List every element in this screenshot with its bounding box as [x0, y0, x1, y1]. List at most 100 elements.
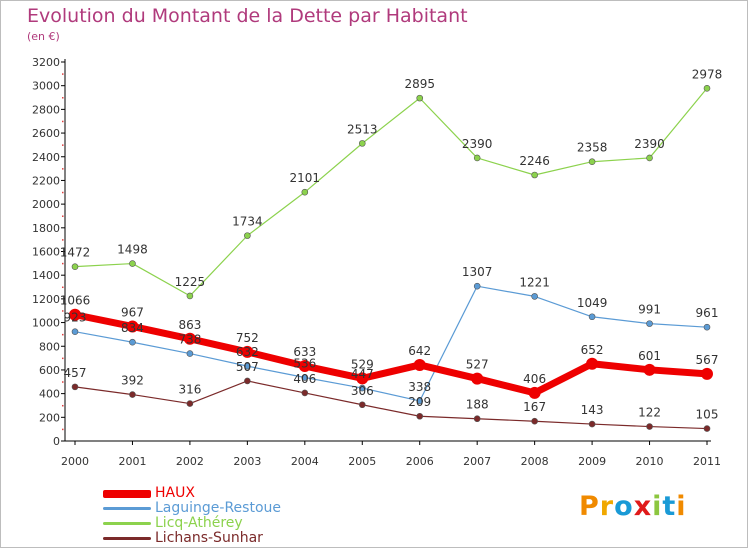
data-point	[531, 293, 538, 300]
data-point	[586, 357, 599, 370]
y-tick-label: 0	[53, 435, 60, 448]
legend-item: Licq-Athérey	[103, 516, 281, 531]
legend-item: Laguinge-Restoue	[103, 501, 281, 516]
data-label: 507	[236, 360, 259, 374]
logo-letter: i	[652, 491, 663, 522]
data-label: 1225	[175, 275, 206, 289]
y-minor-tick	[62, 191, 64, 194]
data-point	[473, 415, 481, 423]
legend-swatch	[103, 522, 151, 525]
x-tick-label: 2008	[521, 455, 549, 468]
x-tick-label: 2011	[693, 455, 721, 468]
legend: HAUX Laguinge-Restoue Licq-Athérey Lichans-…	[103, 486, 281, 546]
data-point	[643, 363, 656, 376]
data-label: 527	[466, 358, 489, 372]
data-label: 188	[466, 398, 489, 412]
y-minor-tick	[62, 239, 64, 241]
data-point	[244, 232, 251, 239]
y-tick-label: 2600	[32, 127, 60, 140]
legend-label: Licq-Athérey	[155, 515, 243, 531]
data-point	[129, 260, 136, 267]
data-label: 652	[581, 343, 604, 357]
data-point	[298, 360, 311, 373]
series-line-lichans-sunhar	[74, 380, 708, 430]
data-point	[588, 313, 596, 321]
y-tick-label: 1400	[32, 269, 60, 282]
data-label: 601	[638, 349, 661, 363]
data-label: 457	[64, 366, 87, 380]
data-label: 738	[178, 333, 201, 347]
legend-label: HAUX	[155, 485, 195, 501]
x-tick-label: 2005	[348, 455, 376, 468]
data-label: 406	[523, 372, 546, 386]
data-point	[301, 389, 309, 397]
data-point	[703, 425, 711, 432]
data-point	[244, 377, 251, 385]
data-label: 209	[408, 395, 431, 409]
y-minor-tick	[62, 333, 64, 336]
data-label: 2358	[577, 141, 608, 155]
legend-item: Lichans-Sunhar	[103, 531, 281, 546]
y-tick-label: 3000	[32, 80, 60, 93]
data-point	[701, 367, 713, 380]
data-label: 105	[696, 408, 719, 422]
legend-swatch	[103, 537, 151, 540]
data-point	[301, 374, 309, 381]
data-label: 1066	[60, 294, 91, 308]
y-tick-label: 800	[39, 340, 60, 353]
y-tick-label: 600	[39, 364, 60, 377]
data-point	[186, 350, 194, 357]
data-point	[416, 397, 424, 405]
data-point	[71, 328, 79, 335]
legend-swatch	[103, 507, 151, 510]
y-minor-tick	[62, 357, 64, 360]
y-tick-label: 2000	[32, 198, 60, 211]
y-minor-tick	[62, 215, 64, 217]
series-line-laguinge-restoue	[74, 285, 708, 402]
y-tick-label: 1800	[32, 222, 60, 235]
y-minor-tick	[62, 168, 64, 170]
y-minor-tick	[62, 262, 64, 265]
data-point	[126, 320, 139, 333]
y-tick-label: 1200	[32, 293, 60, 306]
y-minor-tick	[62, 144, 64, 146]
data-label: 1734	[232, 215, 263, 229]
logo-letter: x	[633, 491, 653, 522]
x-tick-label: 2001	[118, 455, 146, 468]
data-point	[703, 323, 711, 331]
data-label: 1472	[60, 246, 91, 260]
data-point	[301, 188, 309, 196]
data-label: 961	[696, 306, 719, 320]
data-point	[69, 308, 81, 321]
y-tick-label: 3200	[32, 56, 60, 69]
data-label: 1221	[519, 275, 550, 289]
data-point	[183, 332, 196, 345]
data-label: 633	[293, 345, 316, 359]
data-point	[471, 372, 484, 385]
x-tick-label: 2009	[578, 455, 606, 468]
data-point	[588, 158, 596, 166]
logo-letter: P	[579, 491, 600, 522]
y-tick-label: 400	[39, 388, 60, 401]
brand-logo: Proxiti	[579, 491, 687, 522]
legend-label: Lichans-Sunhar	[155, 530, 263, 546]
y-tick-label: 2800	[32, 103, 60, 116]
logo-letter: t	[662, 491, 677, 522]
data-point	[531, 171, 538, 179]
data-label: 2513	[347, 122, 378, 136]
data-point	[186, 292, 194, 300]
data-point	[703, 84, 711, 92]
data-label: 863	[178, 318, 201, 332]
legend-label: Laguinge-Restoue	[155, 500, 281, 516]
legend-item: HAUX	[103, 486, 281, 501]
y-tick-label: 200	[39, 411, 60, 424]
data-label: 536	[293, 357, 316, 371]
y-minor-tick	[62, 97, 64, 99]
logo-letter: i	[676, 491, 687, 522]
data-label: 122	[638, 406, 661, 420]
data-label: 447	[351, 367, 374, 381]
data-label: 406	[293, 372, 316, 386]
data-label: 752	[236, 331, 259, 345]
y-minor-tick	[62, 404, 64, 407]
